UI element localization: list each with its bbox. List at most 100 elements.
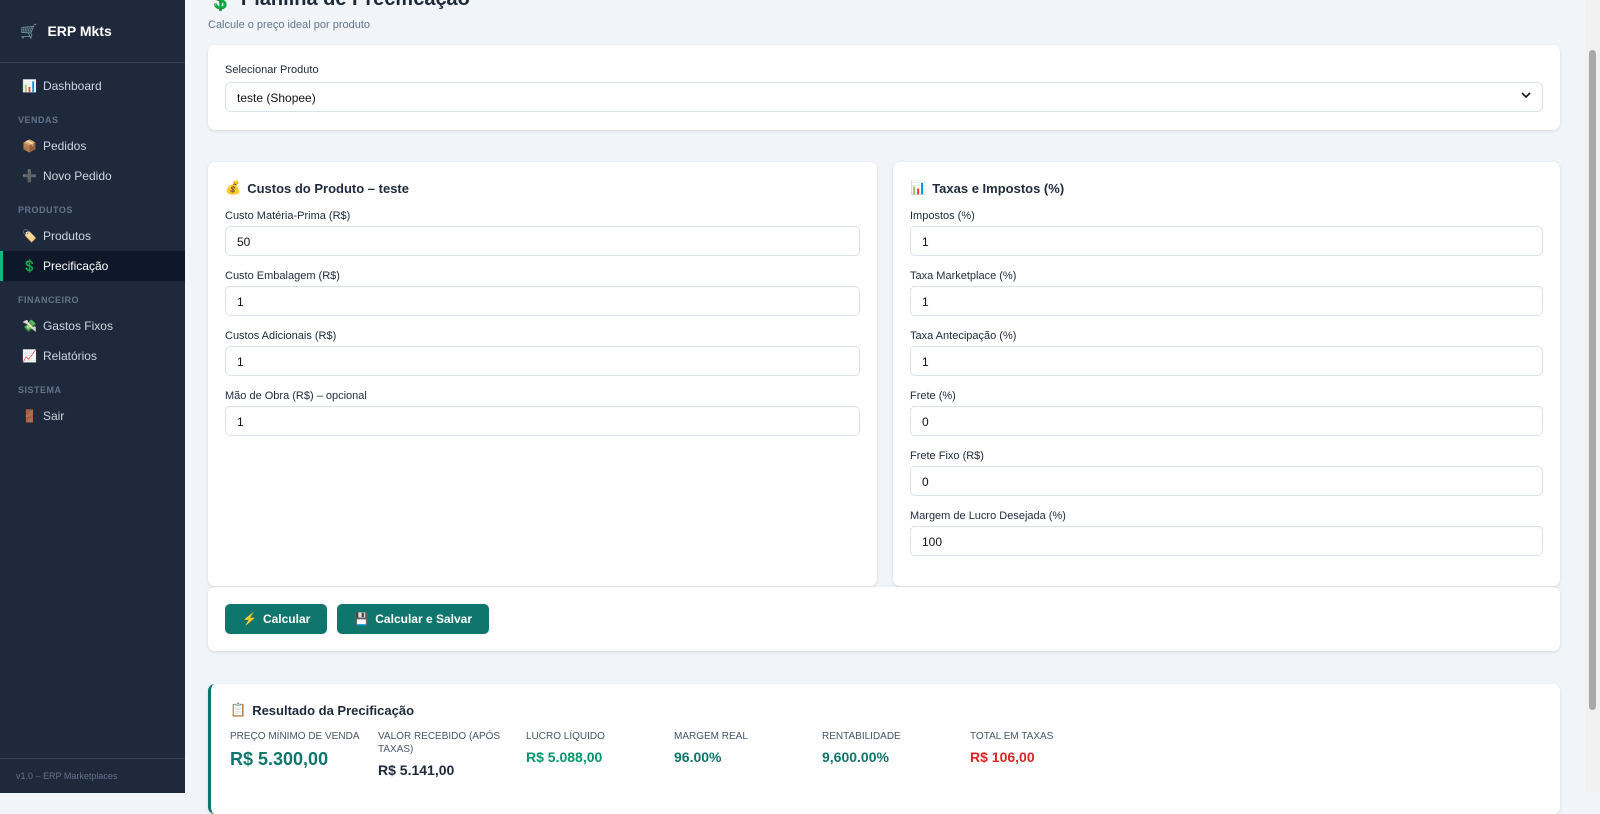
field-label: Frete (%) <box>910 390 956 402</box>
nav-icon: 📊 <box>22 79 37 93</box>
metric-label: VALOR RECEBIDO (APÓS TAXAS) <box>378 731 501 755</box>
text-input[interactable]: 1 <box>225 346 860 376</box>
field-label: Selecionar Produto <box>225 64 319 76</box>
title-icon: 💲 <box>208 0 233 12</box>
card: ⚡ Calcular 💾 Calcular e Salvar <box>208 587 1560 651</box>
field: Taxa Marketplace (%) 1 <box>910 270 1543 316</box>
text-input[interactable]: 1 <box>225 286 860 316</box>
card: Selecionar Produto teste (Shopee) <box>208 45 1560 130</box>
select-value: teste (Shopee) <box>237 91 316 105</box>
nav-label: Gastos Fixos <box>42 319 113 333</box>
metric-value: 96.00% <box>674 749 722 765</box>
nav-label: Produtos <box>42 229 91 243</box>
field: Impostos (%) 1 <box>910 210 1543 256</box>
card-icon: 💰 <box>225 180 242 195</box>
nav-icon: 🚪 <box>22 409 37 423</box>
section-title: VENDAS <box>18 115 59 125</box>
nav-item[interactable]: 💲 Precificação <box>0 251 185 281</box>
field: Custos Adicionais (R$) 1 <box>225 330 860 376</box>
text-input[interactable]: 0 <box>910 406 1543 436</box>
field-label: Custo Embalagem (R$) <box>225 270 340 282</box>
nav-item[interactable]: 🏷️ Produtos <box>0 221 185 251</box>
card-icon: 📊 <box>910 180 927 195</box>
brand-name: ERP Mkts <box>47 23 112 39</box>
field-label: Margem de Lucro Desejada (%) <box>910 510 1066 522</box>
text-input[interactable]: 0 <box>910 466 1543 496</box>
nav-label: Dashboard <box>42 79 102 93</box>
card: 💰 Custos do Produto – teste Custo Matéria-… <box>208 162 877 586</box>
field: Custo Embalagem (R$) 1 <box>225 270 860 316</box>
metric-value: R$ 5.300,00 <box>230 749 329 769</box>
button-label: Calcular e Salvar <box>375 612 472 626</box>
text-input[interactable]: 1 <box>910 346 1543 376</box>
nav-icon: 💸 <box>22 319 37 333</box>
product-select[interactable]: teste (Shopee) <box>225 82 1543 112</box>
nav-item[interactable]: 📊 Dashboard <box>0 71 185 101</box>
text-input[interactable]: 1 <box>225 406 860 436</box>
text-input[interactable]: 1 <box>910 286 1543 316</box>
header: 💲 Planilha de Precificação Calcule o preço… <box>208 0 470 31</box>
metric-label: TOTAL EM TAXAS <box>970 731 1054 742</box>
metric: VALOR RECEBIDO (APÓS TAXAS) R$ 5.141,00 <box>378 730 518 778</box>
card-title-text: Taxas e Impostos (%) <box>932 180 1065 196</box>
metric: PREÇO MÍNIMO DE VENDA R$ 5.300,00 <box>230 730 370 770</box>
sidebar: 🛒 ERP Mkts 📊 Dashboard VENDAS 📦 Pedidos ➕ Novo P… <box>0 0 185 793</box>
metric-label: PREÇO MÍNIMO DE VENDA <box>230 731 360 742</box>
field-label: Impostos (%) <box>910 210 975 222</box>
text-input[interactable]: 50 <box>225 226 860 256</box>
metric-value: R$ 106,00 <box>970 749 1035 765</box>
nav-icon: 📈 <box>22 349 37 363</box>
card-title: 💰 Custos do Produto – teste <box>225 180 860 196</box>
field-label: Custo Matéria-Prima (R$) <box>225 210 351 222</box>
metric: RENTABILIDADE 9,600.00% <box>822 730 962 765</box>
nav-item[interactable]: 🚪 Sair <box>0 401 185 431</box>
card-title-text: Custos do Produto – teste <box>247 180 409 196</box>
nav-item[interactable]: 📈 Relatórios <box>0 341 185 371</box>
field-label: Mão de Obra (R$) – opcional <box>225 390 367 402</box>
metric: TOTAL EM TAXAS R$ 106,00 <box>970 730 1110 765</box>
button-icon: 💾 <box>354 612 370 626</box>
nav-label: Precificação <box>42 259 109 273</box>
card-icon: 📋 <box>230 702 247 717</box>
brand: 🛒 ERP Mkts <box>0 0 185 63</box>
button-label: Calcular <box>262 612 311 626</box>
nav-list: 📊 Dashboard VENDAS 📦 Pedidos ➕ Novo Pedido PROD… <box>0 63 185 431</box>
button[interactable]: 💾 Calcular e Salvar <box>337 604 489 634</box>
page-title: 💲 Planilha de Precificação <box>208 0 470 13</box>
text-input[interactable]: 1 <box>910 226 1543 256</box>
scroll-thumb[interactable] <box>1589 50 1596 710</box>
nav-item[interactable]: 💸 Gastos Fixos <box>0 311 185 341</box>
page-subtitle: Calcule o preço ideal por produto <box>208 19 371 31</box>
nav-item[interactable]: ➕ Novo Pedido <box>0 161 185 191</box>
metric-label: MARGEM REAL <box>674 731 748 742</box>
button[interactable]: ⚡ Calcular <box>225 604 328 634</box>
field: Mão de Obra (R$) – opcional 1 <box>225 390 860 436</box>
footer: v1.0 – ERP Marketplaces <box>0 758 185 793</box>
title-text: Planilha de Precificação <box>241 0 470 13</box>
nav-icon: 🏷️ <box>22 229 37 243</box>
text-input[interactable]: 100 <box>910 526 1543 556</box>
field: Margem de Lucro Desejada (%) 100 <box>910 510 1543 556</box>
metric: MARGEM REAL 96.00% <box>674 730 814 765</box>
field: Custo Matéria-Prima (R$) 50 <box>225 210 860 256</box>
nav-label: Relatórios <box>42 349 97 363</box>
card: 📋 Resultado da Precificação PREÇO MÍNIMO D… <box>208 684 1560 814</box>
card: 📊 Taxas e Impostos (%) Impostos (%) 1 Taxa M… <box>893 162 1560 586</box>
card-title-text: Resultado da Precificação <box>252 702 415 718</box>
field-label: Custos Adicionais (R$) <box>225 330 337 342</box>
card-title: 📋 Resultado da Precificação <box>230 702 1541 718</box>
nav-item[interactable]: 📦 Pedidos <box>0 131 185 161</box>
section-title: SISTEMA <box>18 385 62 395</box>
scrollbar[interactable] <box>1585 0 1600 793</box>
metric-value: 9,600.00% <box>822 749 889 765</box>
metric-label: RENTABILIDADE <box>822 731 901 742</box>
field: Frete Fixo (R$) 0 <box>910 450 1543 496</box>
brand-icon: 🛒 <box>20 22 38 39</box>
button-icon: ⚡ <box>242 612 257 626</box>
metric-value: R$ 5.088,00 <box>526 749 603 765</box>
field-label: Taxa Antecipação (%) <box>910 330 1017 342</box>
field: Taxa Antecipação (%) 1 <box>910 330 1543 376</box>
field-label: Taxa Marketplace (%) <box>910 270 1017 282</box>
field-label: Frete Fixo (R$) <box>910 450 984 462</box>
nav-icon: ➕ <box>22 169 37 183</box>
